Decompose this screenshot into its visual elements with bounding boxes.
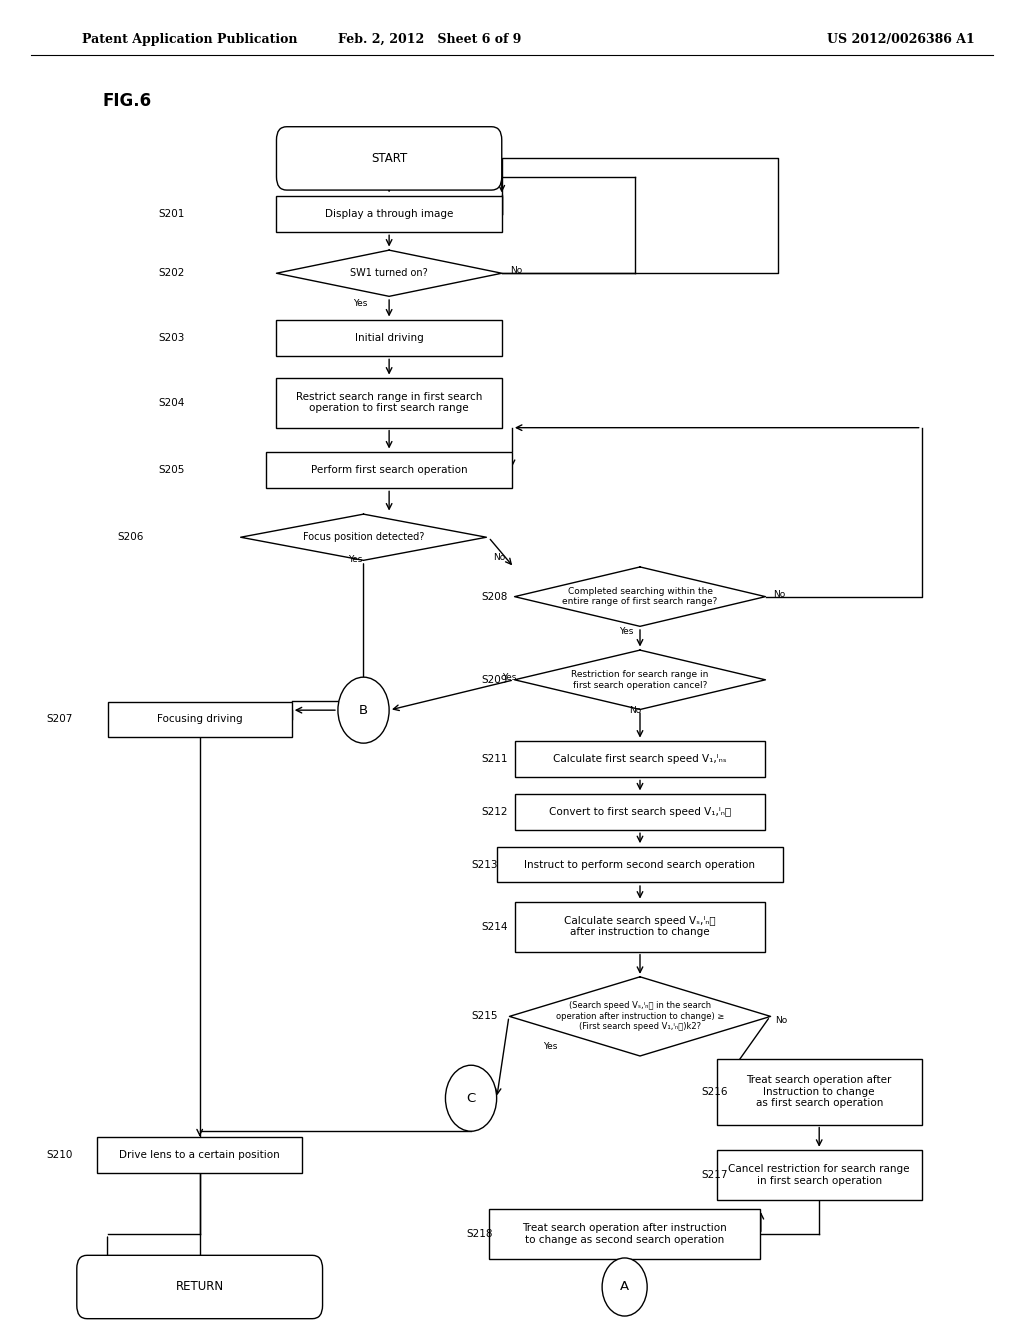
Text: Feb. 2, 2012   Sheet 6 of 9: Feb. 2, 2012 Sheet 6 of 9 <box>338 33 522 46</box>
Text: S216: S216 <box>701 1086 728 1097</box>
Text: No: No <box>494 553 506 562</box>
Text: No: No <box>510 267 522 276</box>
Text: S204: S204 <box>159 397 185 408</box>
Text: S208: S208 <box>481 591 508 602</box>
Text: Treat search operation after instruction
to change as second search operation: Treat search operation after instruction… <box>522 1224 727 1245</box>
Text: No: No <box>629 706 641 715</box>
Text: Patent Application Publication: Patent Application Publication <box>82 33 297 46</box>
Text: S209: S209 <box>481 675 508 685</box>
Text: S201: S201 <box>159 209 185 219</box>
Text: Perform first search operation: Perform first search operation <box>311 465 467 475</box>
Text: FIG.6: FIG.6 <box>102 92 152 111</box>
FancyBboxPatch shape <box>717 1059 922 1125</box>
Text: No: No <box>775 1016 787 1026</box>
Text: Restrict search range in first search
operation to first search range: Restrict search range in first search op… <box>296 392 482 413</box>
Text: A: A <box>621 1280 629 1294</box>
Text: S206: S206 <box>118 532 144 543</box>
Text: S207: S207 <box>46 714 73 725</box>
Text: Yes: Yes <box>353 300 368 309</box>
Polygon shape <box>514 568 766 626</box>
FancyBboxPatch shape <box>108 702 292 737</box>
Text: B: B <box>359 704 368 717</box>
Text: Yes: Yes <box>543 1043 557 1052</box>
Text: Calculate first search speed V₁,ᴵₙₛ: Calculate first search speed V₁,ᴵₙₛ <box>553 754 727 764</box>
Text: RETURN: RETURN <box>176 1280 223 1294</box>
Text: (Search speed Vₛ,ᴵₙᵰ in the search
operation after instruction to change) ≥
(Fir: (Search speed Vₛ,ᴵₙᵰ in the search opera… <box>556 1002 724 1031</box>
FancyBboxPatch shape <box>77 1255 323 1319</box>
FancyBboxPatch shape <box>266 451 512 487</box>
Text: Display a through image: Display a through image <box>325 209 454 219</box>
Circle shape <box>445 1065 497 1131</box>
Text: Focus position detected?: Focus position detected? <box>303 532 424 543</box>
Text: C: C <box>466 1092 476 1105</box>
Text: Focusing driving: Focusing driving <box>157 714 243 725</box>
Text: Initial driving: Initial driving <box>354 333 424 343</box>
Text: S218: S218 <box>466 1229 493 1239</box>
Text: S210: S210 <box>46 1150 73 1160</box>
Text: S205: S205 <box>159 465 185 475</box>
Polygon shape <box>510 977 770 1056</box>
Text: S214: S214 <box>481 921 508 932</box>
Text: Treat search operation after
Instruction to change
as first search operation: Treat search operation after Instruction… <box>746 1074 892 1109</box>
Text: Completed searching within the
entire range of first search range?: Completed searching within the entire ra… <box>562 587 718 606</box>
Text: S202: S202 <box>159 268 185 279</box>
Text: S203: S203 <box>159 333 185 343</box>
FancyBboxPatch shape <box>514 902 765 952</box>
FancyBboxPatch shape <box>514 795 765 830</box>
FancyBboxPatch shape <box>497 847 783 883</box>
Text: S215: S215 <box>471 1011 498 1022</box>
FancyBboxPatch shape <box>97 1137 302 1172</box>
Text: Yes: Yes <box>620 627 634 636</box>
Text: Calculate search speed Vₛ,ᴵₙᵰ
after instruction to change: Calculate search speed Vₛ,ᴵₙᵰ after inst… <box>564 916 716 937</box>
Text: Restriction for search range in
first search operation cancel?: Restriction for search range in first se… <box>571 671 709 689</box>
Text: S213: S213 <box>471 859 498 870</box>
FancyBboxPatch shape <box>276 127 502 190</box>
Polygon shape <box>514 651 766 710</box>
Text: START: START <box>371 152 408 165</box>
FancyBboxPatch shape <box>276 195 502 232</box>
Text: Yes: Yes <box>502 673 516 682</box>
Text: S217: S217 <box>701 1170 728 1180</box>
Text: Convert to first search speed V₁,ᴵₙᵰ: Convert to first search speed V₁,ᴵₙᵰ <box>549 807 731 817</box>
Text: Instruct to perform second search operation: Instruct to perform second search operat… <box>524 859 756 870</box>
Circle shape <box>338 677 389 743</box>
Polygon shape <box>241 515 486 560</box>
FancyBboxPatch shape <box>717 1150 922 1200</box>
Text: US 2012/0026386 A1: US 2012/0026386 A1 <box>827 33 975 46</box>
Text: Yes: Yes <box>348 556 362 565</box>
Circle shape <box>602 1258 647 1316</box>
Polygon shape <box>276 251 502 296</box>
FancyBboxPatch shape <box>276 378 502 428</box>
Text: Cancel restriction for search range
in first search operation: Cancel restriction for search range in f… <box>728 1164 910 1185</box>
FancyBboxPatch shape <box>489 1209 760 1259</box>
Text: SW1 turned on?: SW1 turned on? <box>350 268 428 279</box>
FancyBboxPatch shape <box>514 741 765 776</box>
Text: No: No <box>773 590 785 599</box>
FancyBboxPatch shape <box>276 319 502 355</box>
Text: S212: S212 <box>481 807 508 817</box>
Text: S211: S211 <box>481 754 508 764</box>
Text: Drive lens to a certain position: Drive lens to a certain position <box>120 1150 280 1160</box>
